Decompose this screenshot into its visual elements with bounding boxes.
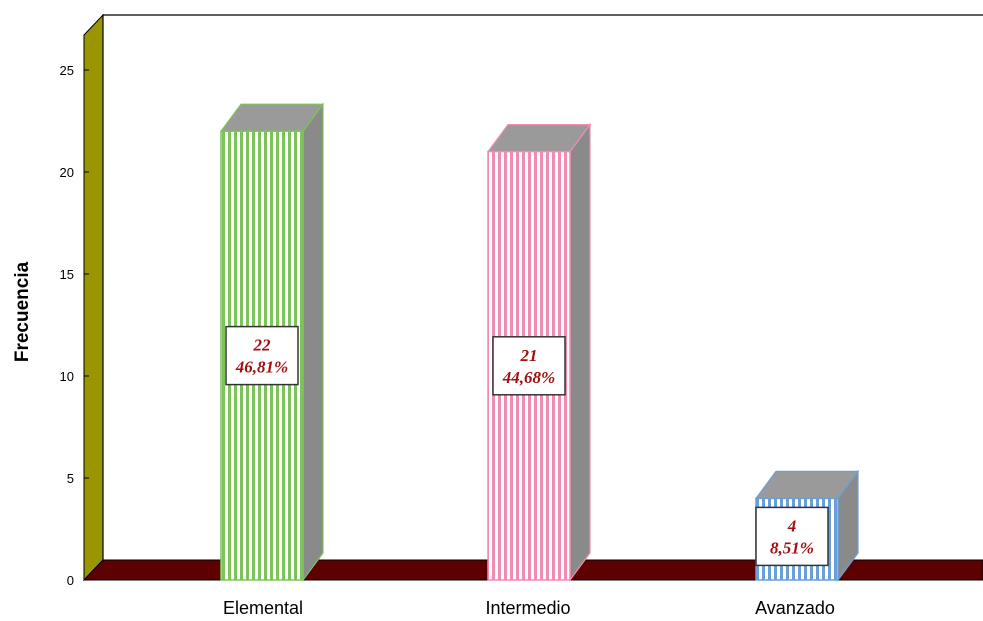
chart-left-wall	[83, 13, 104, 582]
data-label: 4 8,51%	[755, 506, 829, 567]
data-label-count: 4	[787, 516, 797, 535]
y-tick-label: 10	[60, 369, 74, 384]
data-label-percent: 46,81%	[235, 358, 288, 377]
y-axis-label: Frecuencia	[12, 261, 33, 362]
category-labels: Elemental Intermedio Avanzado	[223, 598, 835, 618]
data-label-count: 21	[520, 346, 538, 365]
data-label-box	[492, 336, 566, 396]
category-label-elemental: Elemental	[223, 598, 303, 618]
data-label: 22 46,81%	[225, 325, 299, 386]
data-labels-group: 22 46,81% 21 44,68% 4 8,51%	[225, 325, 829, 567]
data-label-percent: 8,51%	[770, 538, 814, 557]
category-label-avanzado: Avanzado	[755, 598, 835, 618]
y-tick-label: 5	[67, 471, 74, 486]
y-tick-label: 25	[60, 63, 74, 78]
y-axis-ticks: 0 5 10 15 20 25	[60, 63, 89, 588]
y-tick-label: 0	[67, 573, 74, 588]
category-label-intermedio: Intermedio	[485, 598, 570, 618]
data-label: 21 44,68%	[492, 336, 566, 396]
data-label-box	[755, 506, 829, 567]
data-label-box	[225, 325, 299, 386]
data-label-percent: 44,68%	[502, 368, 555, 387]
data-label-count: 22	[253, 336, 272, 355]
bar-side-face	[302, 102, 324, 582]
y-tick-label: 15	[60, 267, 74, 282]
bar-side-face	[569, 122, 591, 582]
chart-back-wall	[102, 14, 983, 560]
y-tick-label: 20	[60, 165, 74, 180]
